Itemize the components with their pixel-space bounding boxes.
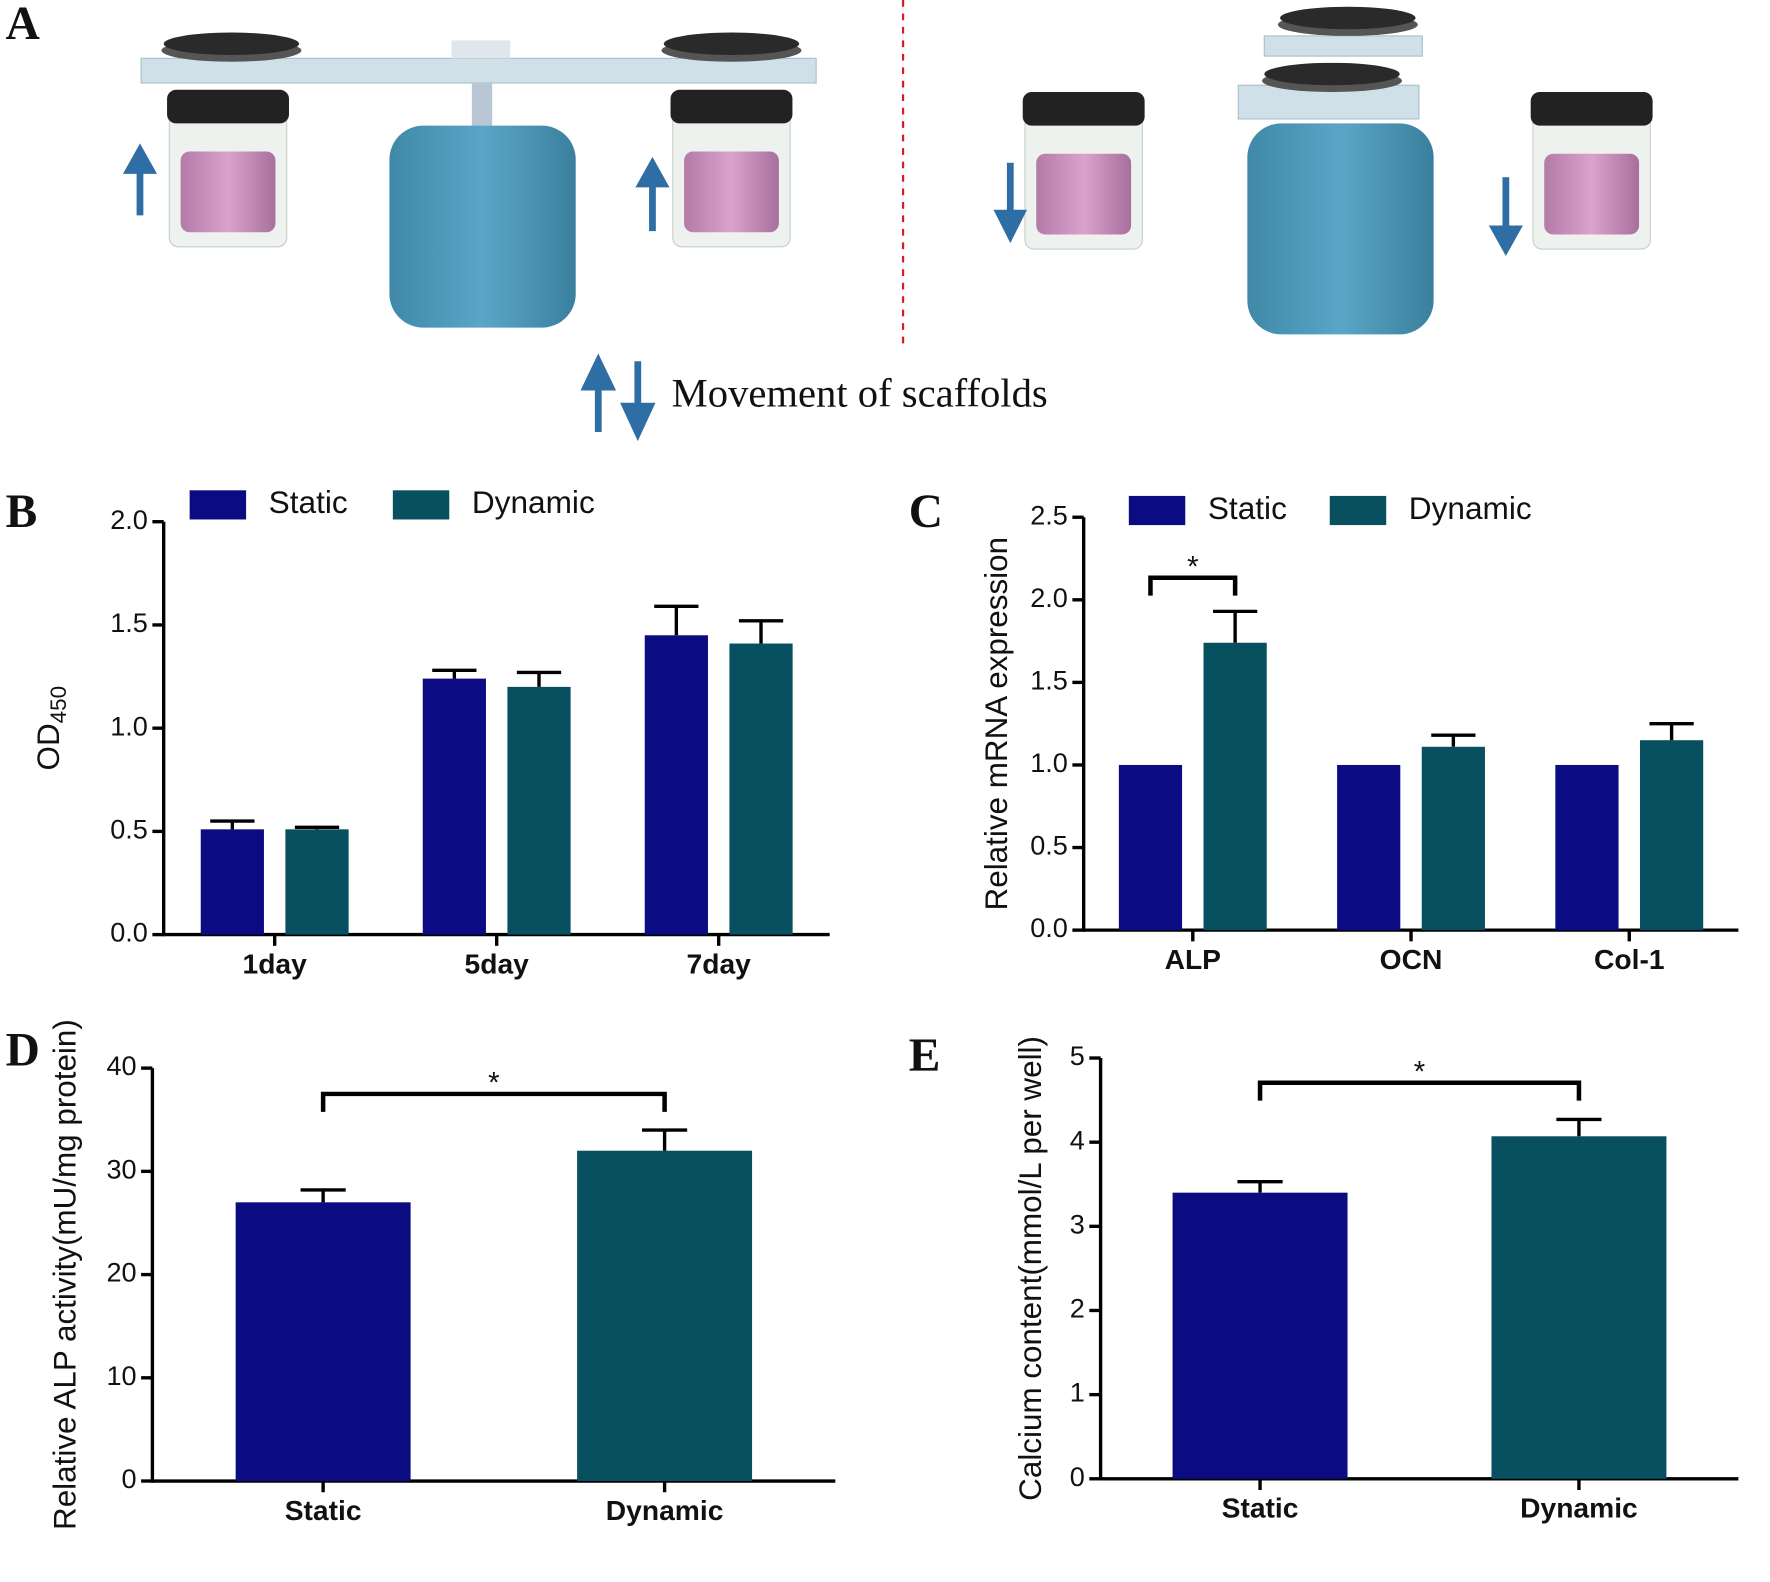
x-tick-label: 1day [243,949,308,980]
legend-swatch [392,490,450,520]
bar [200,829,264,935]
y-tick-label: 2.5 [1030,500,1068,530]
legend-swatch [1128,495,1186,526]
y-tick-label: 30 [106,1155,136,1185]
y-tick-label: 1 [1070,1378,1085,1408]
bar [1118,764,1183,931]
y-tick-label: 3 [1070,1210,1085,1240]
bar [1421,746,1485,931]
bar [1555,764,1619,931]
x-tick-label: OCN [1380,944,1443,975]
y-tick-label: 40 [106,1051,136,1081]
bar [1337,764,1401,931]
bar [644,635,708,935]
significance-star: * [1414,1057,1425,1089]
x-tick-label: ALP [1165,944,1221,975]
y-axis-label: Relative mRNA expression [978,537,1014,911]
error-bar [432,668,477,679]
error-bar [1649,721,1694,741]
legend-label: Static [1208,490,1287,526]
x-tick-label: Static [285,1495,362,1526]
y-axis-label: Relative ALP activity(mU/mg protein) [47,1019,83,1530]
x-tick-label: Dynamic [606,1495,724,1526]
y-tick-label: 2.0 [1030,583,1068,613]
legend-label: Dynamic [472,484,595,520]
y-tick-label: 0.5 [110,815,148,845]
legend-swatch [1329,495,1387,526]
panel-label: C [909,486,943,538]
bar [577,1150,753,1482]
y-tick-label: 1.5 [110,608,148,638]
bar [1639,740,1704,931]
significance-star: * [488,1068,499,1100]
legend-label: Static [269,484,348,520]
bar [235,1202,411,1482]
y-tick-label: 0.0 [1030,913,1068,943]
error-bar [294,825,340,830]
panel-label: E [909,1030,941,1082]
error-bar [300,1188,346,1203]
error-bar [1431,733,1476,747]
y-tick-label: 2.0 [110,505,148,535]
bar [285,829,349,935]
significance-bracket [1257,1080,1582,1101]
error-bar [642,1128,688,1151]
bar [1203,642,1267,931]
error-bar [1213,609,1258,643]
error-bar [738,619,784,644]
error-bar [210,819,255,830]
error-bar [1556,1117,1602,1137]
x-tick-label: 5day [465,949,530,980]
y-axis-label: Calcium content(mmol/L per well) [1012,1036,1048,1501]
y-tick-label: 0 [1070,1462,1085,1492]
y-tick-label: 4 [1070,1125,1085,1155]
panel-label: A [6,0,40,50]
y-tick-label: 10 [106,1361,136,1391]
y-tick-label: 2 [1070,1294,1085,1324]
bar [507,686,571,935]
legend-label: Dynamic [1409,490,1532,526]
y-tick-label: 0.0 [110,918,148,948]
bar [1491,1136,1667,1479]
y-tick-label: 5 [1070,1041,1085,1071]
significance-bracket [320,1091,667,1112]
y-tick-label: 0 [122,1464,137,1494]
error-bar [516,670,562,687]
y-axis-label-text: Relative ALP activity(mU/mg protein) [47,1019,83,1530]
legend-caption: Movement of scaffolds [672,371,1048,416]
error-bar [654,604,699,636]
y-tick-label: 1.0 [110,711,148,741]
significance-bracket [1148,575,1238,596]
y-axis-label-text: OD [30,723,66,770]
panel-label: D [6,1025,40,1077]
y-axis-label-text: Calcium content(mmol/L per well) [1012,1036,1048,1501]
x-tick-label: Static [1222,1493,1299,1524]
legend-swatch [189,490,247,520]
bar [1172,1192,1348,1479]
y-tick-label: 1.0 [1030,748,1068,778]
y-axis-label: OD450 [30,686,71,771]
panel-label: B [6,486,38,538]
y-axis-label-subscript: 450 [46,686,71,723]
bar [422,678,486,935]
y-tick-label: 1.5 [1030,666,1068,696]
y-tick-label: 0.5 [1030,831,1068,861]
x-tick-label: Dynamic [1520,1493,1638,1524]
bar [729,643,793,935]
x-tick-label: Col-1 [1594,944,1665,975]
panel-a-diagram: A Movement of scaffolds [6,0,1654,442]
y-tick-label: 20 [106,1258,136,1288]
x-tick-label: 7day [687,949,752,980]
significance-star: * [1187,552,1198,584]
error-bar [1237,1180,1283,1193]
y-axis-label-text: Relative mRNA expression [978,537,1014,911]
